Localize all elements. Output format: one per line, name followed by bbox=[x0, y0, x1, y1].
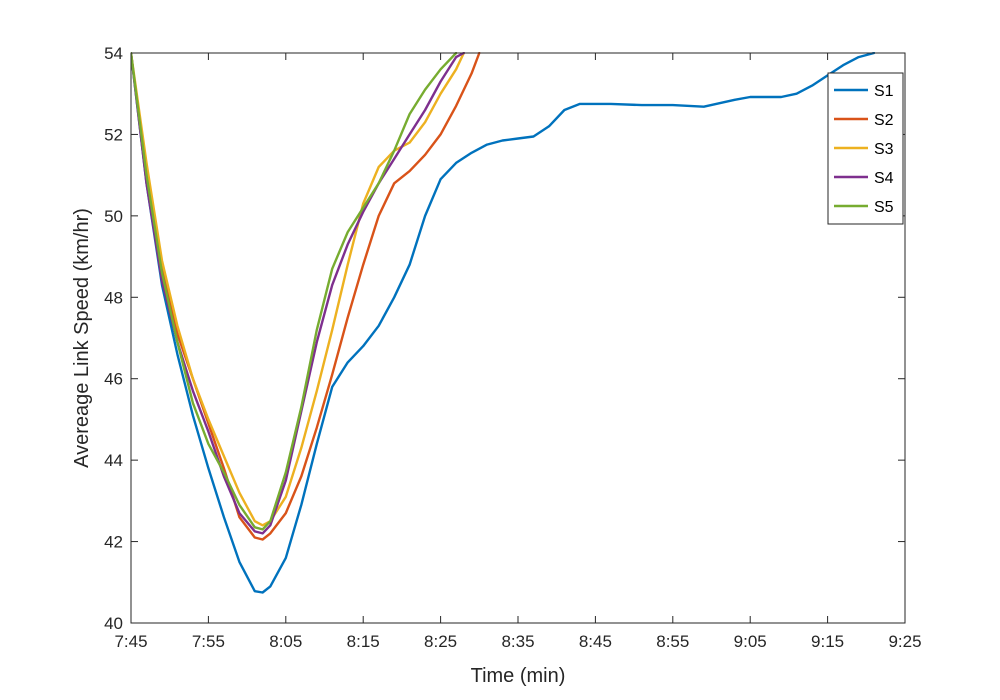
x-tick-label: 8:45 bbox=[579, 632, 612, 651]
x-tick-label: 9:15 bbox=[811, 632, 844, 651]
x-tick-label: 7:55 bbox=[192, 632, 225, 651]
y-tick-label: 54 bbox=[104, 44, 123, 63]
legend-label-s1: S1 bbox=[874, 83, 894, 100]
x-tick-label: 9:25 bbox=[888, 632, 921, 651]
axes-layer: 7:45 7:55 8:05 8:15 8:25 8:35 8:45 8:55 9:05 9:15… bbox=[104, 44, 921, 651]
x-tick-label: 8:25 bbox=[424, 632, 457, 651]
x-tick-label: 8:05 bbox=[269, 632, 302, 651]
x-tick-label: 9:05 bbox=[734, 632, 767, 651]
y-tick-label: 42 bbox=[104, 533, 123, 552]
y-axis-label: Avereage Link Speed (km/hr) bbox=[71, 208, 93, 468]
legend-label-s4: S4 bbox=[874, 170, 894, 187]
y-tick-label: 40 bbox=[104, 614, 123, 633]
series-line-s4 bbox=[131, 52, 465, 535]
y-tick-label: 48 bbox=[104, 288, 123, 307]
legend-label-s3: S3 bbox=[874, 141, 894, 158]
series-line-s3 bbox=[131, 52, 465, 527]
x-tick-label: 8:55 bbox=[656, 632, 689, 651]
legend-label-s5: S5 bbox=[874, 199, 894, 216]
x-tick-label: 7:45 bbox=[114, 632, 147, 651]
legend-label-s2: S2 bbox=[874, 112, 894, 129]
series-line-s1 bbox=[131, 52, 876, 594]
y-tick-label: 44 bbox=[104, 451, 123, 470]
y-tick-label: 52 bbox=[104, 125, 123, 144]
y-tick-label: 46 bbox=[104, 370, 123, 389]
legend: S1 S2 S3 S4 S5 bbox=[827, 72, 904, 225]
series-layer bbox=[131, 52, 876, 594]
y-tick-label: 50 bbox=[104, 207, 123, 226]
x-axis-label: Time (min) bbox=[471, 665, 566, 687]
x-tick-label: 8:15 bbox=[347, 632, 380, 651]
series-line-s5 bbox=[131, 52, 458, 531]
x-tick-label: 8:35 bbox=[501, 632, 534, 651]
